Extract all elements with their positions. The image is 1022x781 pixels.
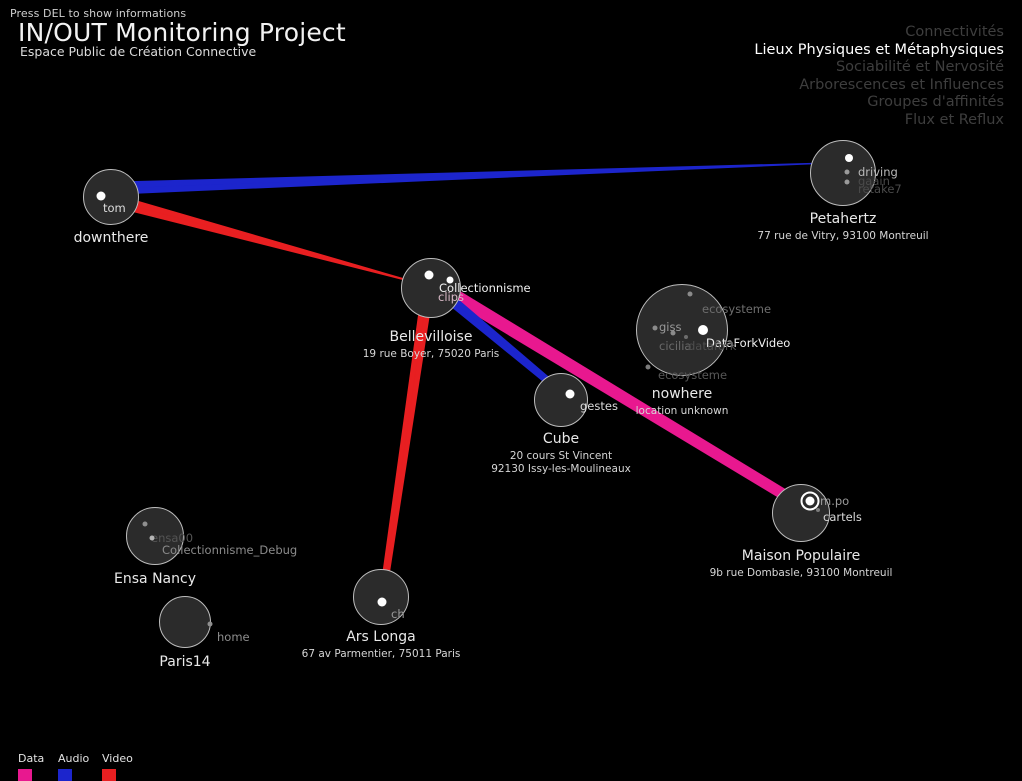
menu-item-1[interactable]: Lieux Physiques et Métaphysiques xyxy=(754,41,1004,58)
node-disc-petahertz[interactable] xyxy=(810,140,876,206)
node-subdot-label-downthere-0: tom xyxy=(103,201,126,215)
node-title-ars-longa: Ars Longa xyxy=(346,629,416,645)
page-subtitle: Espace Public de Création Connective xyxy=(20,44,257,59)
node-address-maison-populaire-0: 9b rue Dombasle, 93100 Montreuil xyxy=(709,567,893,579)
node-disc-paris14[interactable] xyxy=(159,596,211,648)
node-subdot-label-bellevilloise-0: Collectionnisme xyxy=(439,281,531,295)
node-subdot-label-nowhere-4: datafork xyxy=(688,339,737,353)
node-disc-ensa-nancy[interactable] xyxy=(126,507,184,565)
legend-swatch-video xyxy=(102,769,116,781)
node-title-downthere: downthere xyxy=(73,230,149,246)
view-mode-menu[interactable]: Connectivités Lieux Physiques et Métaphys… xyxy=(754,24,1004,130)
node-address-cube-1: 92130 Issy-les-Moulineaux xyxy=(491,463,631,475)
legend-label-data: Data xyxy=(18,752,45,765)
legend-label-audio: Audio xyxy=(58,752,90,765)
node-subdot-label-petahertz-0: driving xyxy=(858,165,898,179)
node-subdot-maison-populaire-1[interactable] xyxy=(816,508,820,512)
node-subdot-label-nowhere-5: ecosysteme xyxy=(658,368,728,382)
node-address-ars-longa-0: 67 av Parmentier, 75011 Paris xyxy=(301,648,461,660)
graph-edge-hairline-downthere-bellevilloise-video xyxy=(111,199,426,286)
node-subdot-nowhere-2[interactable] xyxy=(670,330,676,336)
legend-swatch-data xyxy=(18,769,32,781)
node-subdot-cube-0[interactable] xyxy=(565,389,575,399)
node-subdot-label-maison-populaire-1: cartels xyxy=(823,510,862,524)
menu-item-0[interactable]: Connectivités xyxy=(905,24,1004,40)
keyboard-hint: Press DEL to show informations xyxy=(10,7,187,20)
node-title-paris14: Paris14 xyxy=(159,654,211,670)
menu-item-3[interactable]: Arborescences et Influences xyxy=(799,76,1004,93)
node-subdot-petahertz-0[interactable] xyxy=(845,154,853,162)
node-address-cube-0: 20 cours St Vincent xyxy=(509,450,613,462)
node-subdot-label-nowhere-3: DataForkVideo xyxy=(706,336,791,350)
node-subdot-label-ars-longa-0: ch xyxy=(391,607,405,621)
legend-swatch-audio xyxy=(58,769,72,781)
page-title: IN/OUT Monitoring Project xyxy=(18,18,346,47)
menu-item-2[interactable]: Sociabilité et Nervosité xyxy=(835,59,1004,76)
node-subdot-nowhere-0[interactable] xyxy=(687,291,693,297)
node-disc-cube[interactable] xyxy=(534,373,588,427)
node-subdot-nowhere-5[interactable] xyxy=(645,364,651,370)
node-subdot-bellevilloise-1[interactable] xyxy=(446,276,454,284)
legend-label-video: Video xyxy=(102,752,133,765)
menu-item-5[interactable]: Flux et Reflux xyxy=(904,111,1004,128)
node-subdot-paris14-0[interactable] xyxy=(207,621,213,627)
node-subdot-label-nowhere-2: cicilia xyxy=(659,339,692,353)
node-title-maison-populaire: Maison Populaire xyxy=(741,548,861,564)
node-title-nowhere: nowhere xyxy=(651,386,713,402)
node-title-cube: Cube xyxy=(542,431,580,447)
node-subdot-label-paris14-0: home xyxy=(217,630,250,644)
node-subdot-label-ensa-nancy-1: Collectionnisme_Debug xyxy=(162,543,298,557)
node-title-petahertz: Petahertz xyxy=(809,211,877,227)
node-subdot-label-petahertz-1: gaain xyxy=(858,174,890,188)
node-subdot-ars-longa-0[interactable] xyxy=(377,597,387,607)
node-disc-bellevilloise[interactable] xyxy=(401,258,461,318)
node-subdot-label-nowhere-1: giss xyxy=(659,320,682,334)
node-title-bellevilloise: Bellevilloise xyxy=(389,329,473,345)
node-subdot-bellevilloise-0[interactable] xyxy=(424,270,434,280)
graph-edge-hairline-downthere-petahertz-audio xyxy=(117,162,830,189)
node-disc-downthere[interactable] xyxy=(83,169,139,225)
node-subdot-downthere-0[interactable] xyxy=(96,191,106,201)
graph-edge-downthere-petahertz-audio xyxy=(117,162,830,195)
node-subdot-label-maison-populaire-0: m.po xyxy=(820,494,850,508)
node-address-bellevilloise-0: 19 rue Boyer, 75020 Paris xyxy=(362,348,500,360)
graph-edge-hairline-bellevilloise-arslonga-video xyxy=(381,293,428,602)
node-subdot-label-petahertz-2: retake7 xyxy=(858,182,902,196)
graph-edge-hairline-bellevilloise-maisonpop-data xyxy=(440,286,807,509)
node-subdot-nowhere-4[interactable] xyxy=(684,335,688,339)
node-subdot-label-cube-0: gestes xyxy=(580,399,618,413)
node-subdot-nowhere-1[interactable] xyxy=(652,325,658,331)
legend-entry-video: Video xyxy=(102,752,133,781)
legend-entry-data: Data xyxy=(18,752,44,781)
node-subdot-label-bellevilloise-1: clips xyxy=(438,290,465,304)
node-disc-ars-longa[interactable] xyxy=(353,569,409,625)
node-subdot-petahertz-2[interactable] xyxy=(844,179,850,185)
menu-item-4[interactable]: Groupes d'affinités xyxy=(867,94,1004,111)
node-subdot-selection-ring-maison-populaire xyxy=(800,491,820,511)
node-subdot-ensa-nancy-0[interactable] xyxy=(142,521,148,527)
legend-entry-audio: Audio xyxy=(58,752,89,781)
node-disc-maison-populaire[interactable] xyxy=(772,484,830,542)
node-disc-nowhere[interactable] xyxy=(636,284,728,376)
node-address-petahertz-0: 77 rue de Vitry, 93100 Montreuil xyxy=(757,230,929,242)
node-address-nowhere-0: location unknown xyxy=(635,405,729,417)
graph-edge-bellevilloise-arslonga-video xyxy=(378,293,433,602)
node-subdot-nowhere-3[interactable] xyxy=(698,325,708,335)
node-subdot-label-nowhere-0: ecosysteme xyxy=(702,302,772,316)
node-subdot-petahertz-1[interactable] xyxy=(844,169,850,175)
graph-edge-downthere-bellevilloise-video xyxy=(110,193,426,286)
node-title-ensa-nancy: Ensa Nancy xyxy=(114,571,196,587)
node-subdot-ensa-nancy-1[interactable] xyxy=(149,535,155,541)
node-subdot-label-ensa-nancy-0: ensa00 xyxy=(151,531,194,545)
